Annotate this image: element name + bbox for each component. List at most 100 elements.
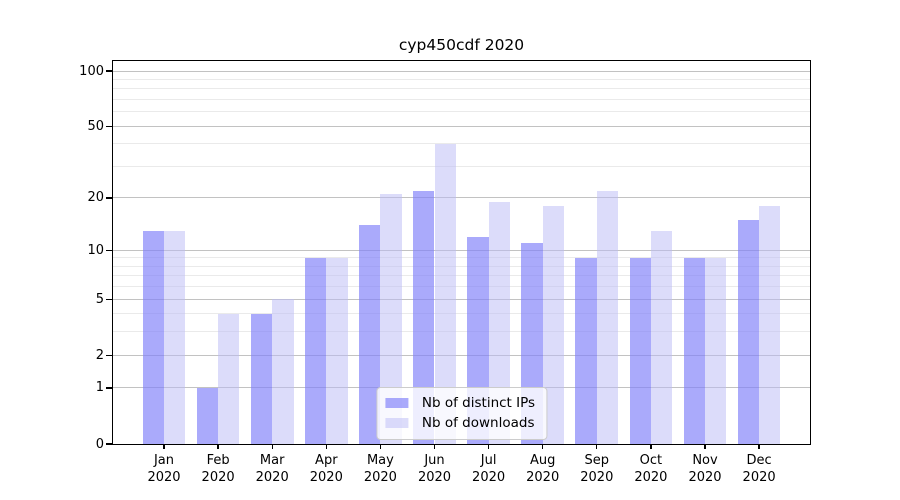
x-tick-apr: [325, 444, 327, 449]
gridline-y-40: [113, 143, 810, 145]
bar-nb-of-downloads-feb: [218, 313, 240, 444]
bar-nb-of-downloads-apr: [326, 257, 348, 444]
y-tick-label-2: 2: [95, 347, 104, 363]
gridline-y-8: [113, 265, 810, 267]
x-label-year: 2020: [255, 469, 289, 485]
x-tick-label-jan: Jan 2020: [134, 453, 194, 486]
x-label-month: Dec: [746, 453, 772, 468]
x-tick-label-sep: Sep 2020: [567, 453, 627, 486]
x-label-year: 2020: [742, 469, 776, 485]
y-tick-0: [106, 443, 113, 445]
gridline-y-10: [113, 249, 810, 251]
x-tick-dec: [758, 444, 760, 449]
bar-nb-of-downloads-jul: [488, 201, 510, 444]
y-tick-label-1: 1: [95, 380, 104, 396]
y-tick-10: [106, 249, 113, 251]
legend: Nb of distinct IPs Nb of downloads: [375, 386, 548, 440]
chart-title: cyp450cdf 2020: [398, 36, 525, 54]
y-tick-label-10: 10: [87, 242, 104, 258]
x-axis: Jan 2020 Feb 2020 Mar 2020 Apr 2020 May 2020 Jun 20…: [113, 444, 810, 496]
bar-nb-of-distinct-ips-nov: [683, 257, 705, 444]
gridline-y-60: [113, 111, 810, 113]
x-tick-feb: [217, 444, 219, 449]
x-label-month: Apr: [315, 453, 338, 468]
x-label-month: Sep: [584, 453, 610, 468]
x-label-month: Feb: [206, 453, 230, 468]
y-tick-2: [106, 354, 113, 356]
y-axis: 0 1 2 5 10 20 50 100: [0, 61, 113, 451]
x-tick-jul: [487, 444, 490, 449]
y-tick-label-0: 0: [95, 436, 104, 452]
bar-nb-of-distinct-ips-may: [359, 225, 381, 444]
plot-area: Nb of distinct IPs Nb of downloads: [113, 61, 810, 444]
y-tick-20: [106, 197, 113, 199]
x-tick-oct: [650, 444, 652, 449]
bar-nb-of-downloads-nov: [705, 257, 727, 444]
gridline-y-2: [113, 354, 810, 356]
x-label-year: 2020: [363, 469, 397, 485]
x-label-month: Aug: [529, 453, 556, 468]
x-tick-label-feb: Feb 2020: [188, 453, 248, 486]
x-label-month: May: [366, 453, 394, 468]
x-tick-label-apr: Apr 2020: [296, 453, 356, 486]
bar-nb-of-distinct-ips-feb: [196, 387, 219, 444]
x-tick-label-jun: Jun 2020: [405, 453, 465, 486]
legend-item-nb-of-downloads: Nb of downloads: [384, 415, 535, 432]
bar-nb-of-distinct-ips-oct: [629, 257, 651, 444]
bar-nb-of-downloads-mar: [272, 299, 294, 444]
bar-nb-of-distinct-ips-apr: [304, 257, 327, 444]
x-tick-label-oct: Oct 2020: [621, 453, 681, 486]
bar-nb-of-distinct-ips-sep: [575, 257, 597, 444]
y-tick-5: [106, 298, 113, 300]
legend-label-nb-of-distinct-ips: Nb of distinct IPs: [421, 395, 536, 411]
x-label-year: 2020: [201, 469, 235, 485]
x-label-month: Jun: [424, 453, 445, 468]
y-tick-label-20: 20: [87, 190, 104, 206]
x-label-month: Jul: [480, 453, 497, 468]
bar-nb-of-downloads-aug: [542, 206, 565, 444]
bar-nb-of-downloads-jun: [434, 143, 456, 444]
x-label-month: Jan: [153, 453, 175, 468]
gridline-y-70: [113, 99, 810, 101]
x-tick-nov: [704, 444, 706, 449]
x-tick-jun: [433, 444, 436, 449]
x-tick-label-dec: Dec 2020: [729, 453, 789, 486]
gridline-y-100: [113, 70, 810, 72]
bar-nb-of-downloads-oct: [650, 230, 673, 444]
x-label-month: Oct: [639, 453, 663, 468]
bar-nb-of-distinct-ips-dec: [737, 219, 760, 444]
gridline-y-80: [113, 88, 810, 90]
x-label-month: Nov: [692, 453, 718, 468]
x-label-month: Mar: [259, 453, 285, 468]
x-tick-label-aug: Aug 2020: [513, 453, 573, 486]
x-tick-may: [379, 444, 382, 449]
legend-label-nb-of-downloads: Nb of downloads: [421, 415, 535, 431]
x-label-year: 2020: [634, 469, 668, 485]
y-tick-50: [106, 125, 113, 127]
bar-nb-of-distinct-ips-jan: [142, 230, 164, 444]
x-label-year: 2020: [526, 469, 560, 485]
x-label-year: 2020: [147, 469, 181, 485]
gridline-y-4: [113, 313, 810, 315]
legend-swatch-nb-of-downloads: [384, 418, 408, 428]
gridline-y-20: [113, 197, 810, 199]
x-tick-label-may: May 2020: [350, 453, 410, 486]
gridline-y-90: [113, 78, 810, 80]
bar-nb-of-distinct-ips-mar: [250, 313, 273, 444]
x-label-year: 2020: [580, 469, 614, 485]
x-tick-label-mar: Mar 2020: [242, 453, 302, 486]
x-label-year: 2020: [417, 469, 452, 485]
y-tick-label-50: 50: [87, 118, 104, 134]
gridline-y-6: [113, 286, 810, 288]
bar-nb-of-downloads-jan: [164, 230, 186, 444]
x-tick-label-nov: Nov 2020: [675, 453, 735, 486]
y-tick-1: [106, 387, 113, 389]
x-label-year: 2020: [472, 469, 506, 485]
gridline-y-50: [113, 125, 810, 127]
x-tick-sep: [596, 444, 598, 449]
y-tick-label-5: 5: [95, 291, 104, 307]
bar-nb-of-downloads-dec: [759, 206, 781, 444]
x-tick-mar: [271, 444, 273, 449]
x-label-year: 2020: [688, 469, 722, 485]
gridline-y-7: [113, 275, 810, 277]
